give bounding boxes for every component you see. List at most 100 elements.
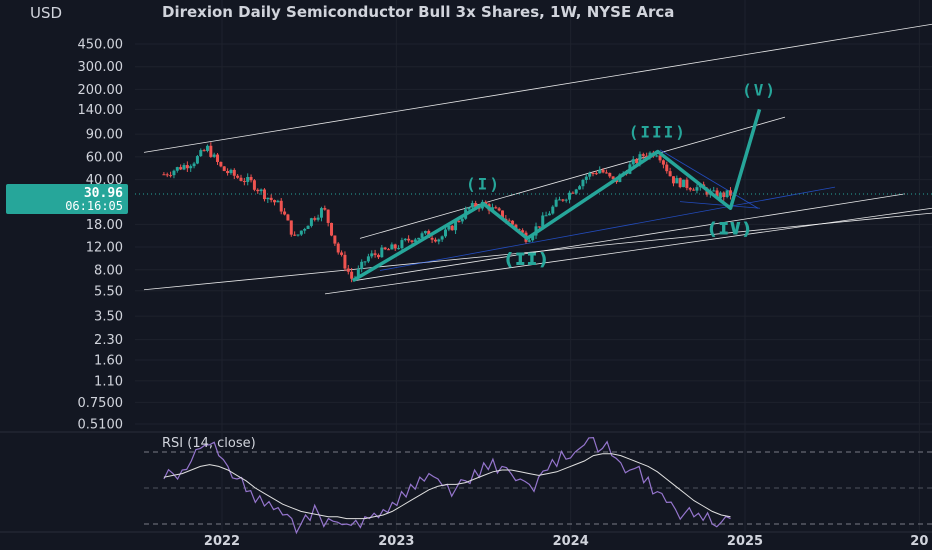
y-tick-label: 12.00 (86, 241, 123, 256)
candle-body (454, 221, 458, 231)
candle-body (249, 176, 253, 181)
candle-body (474, 203, 478, 208)
candle-body (232, 169, 236, 176)
bar-countdown: 06:16:05 (65, 199, 123, 213)
candle-body (437, 239, 441, 242)
x-tick-label: 20 (910, 534, 928, 549)
candle-body (645, 155, 649, 158)
y-tick-label: 0.5100 (78, 418, 124, 433)
candle-body (527, 240, 531, 242)
candle-body (276, 200, 280, 203)
candle-body (608, 172, 612, 177)
candle-body (165, 174, 169, 176)
y-tick-label: 18.00 (86, 218, 123, 233)
candle-body (537, 226, 541, 228)
candle-body (397, 248, 401, 250)
candle-body (326, 209, 330, 223)
candle-body (511, 220, 515, 225)
candle-body (557, 199, 561, 201)
candle-body (440, 236, 444, 240)
y-tick-label: 1.60 (94, 353, 123, 368)
candle-body (718, 192, 722, 199)
x-tick-label: 2022 (204, 534, 240, 549)
candle-body (259, 189, 263, 192)
candle-body (685, 179, 689, 188)
candle-body (340, 252, 344, 255)
candle-body (417, 237, 421, 240)
candle-body (212, 154, 216, 157)
candle-body (635, 159, 639, 164)
candle-body (722, 192, 726, 198)
candle-body (574, 189, 578, 194)
candle-body (423, 230, 427, 234)
trend-line (359, 116, 786, 239)
candle-body (182, 165, 186, 170)
wave-label: (III) (629, 123, 687, 142)
candle-body (393, 244, 397, 249)
candle-body (360, 261, 364, 270)
candle-body (517, 229, 521, 231)
trend-line (354, 193, 906, 281)
candle-body (521, 230, 525, 233)
candle-body (457, 221, 461, 223)
candle-body (400, 240, 404, 249)
candle-body (269, 197, 273, 201)
candle-body (366, 256, 370, 262)
candle-body (222, 166, 226, 171)
candle-body (460, 218, 464, 222)
y-tick-label: 8.00 (94, 263, 123, 278)
currency-label: USD (30, 4, 62, 22)
candle-body (262, 189, 266, 200)
candle-body (410, 240, 414, 242)
candle-body (289, 220, 293, 235)
candle-body (692, 189, 696, 191)
candle-body (273, 200, 277, 203)
y-tick-label: 0.7500 (78, 396, 124, 411)
candle-body (246, 176, 250, 182)
candle-body (242, 180, 246, 182)
candle-body (179, 167, 183, 170)
candle-body (266, 197, 270, 200)
candle-body (638, 154, 642, 164)
candle-body (172, 170, 176, 176)
candle-body (283, 211, 287, 215)
candle-body (383, 247, 387, 250)
candle-body (216, 154, 220, 162)
candle-body (598, 169, 602, 174)
candle-body (678, 178, 682, 188)
candle-body (293, 234, 297, 236)
candle-body (611, 176, 615, 180)
candle-body (306, 225, 310, 229)
candle-body (591, 173, 595, 175)
candle-body (226, 170, 230, 174)
candle-body (209, 145, 213, 157)
candle-body (299, 230, 303, 235)
candle-body (554, 199, 558, 207)
candle-body (728, 190, 732, 196)
candle-body (333, 235, 337, 244)
candle-body (433, 239, 437, 242)
candle-body (470, 203, 474, 208)
candle-body (336, 243, 340, 253)
candle-body (695, 187, 699, 191)
candle-body (671, 176, 675, 184)
candle-body (661, 160, 665, 165)
candle-body (195, 156, 199, 164)
candle-body (551, 206, 555, 214)
candle-body (236, 175, 240, 178)
candle-body (420, 233, 424, 238)
candle-body (192, 163, 196, 167)
candle-body (715, 190, 719, 199)
trend-line (143, 23, 932, 153)
candle-body (363, 261, 367, 263)
candle-body (376, 254, 380, 258)
candle-body (450, 225, 454, 231)
candle-body (447, 225, 451, 230)
candle-body (413, 239, 417, 242)
candle-body (581, 179, 585, 187)
candle-body (169, 175, 173, 177)
candle-body (467, 207, 471, 210)
candle-body (568, 192, 572, 200)
